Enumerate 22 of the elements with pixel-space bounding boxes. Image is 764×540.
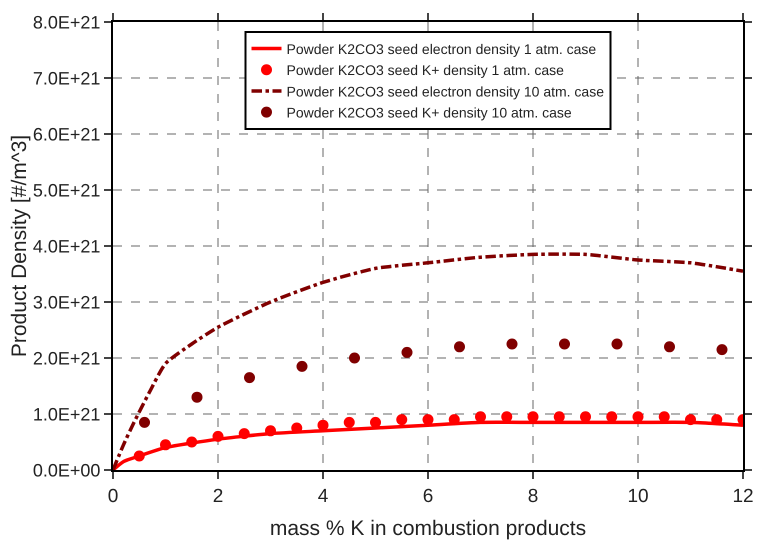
y-tick-label: 0.0E+00: [32, 460, 100, 480]
x-axis-title: mass % K in combustion products: [270, 517, 586, 540]
y-tick-label: 7.0E+21: [32, 68, 100, 88]
y-tick-label: 8.0E+21: [32, 12, 100, 32]
x-tick-label: 6: [422, 486, 434, 507]
x-tick-label: 2: [212, 486, 224, 507]
x-tick-label: 4: [318, 486, 329, 507]
y-axis-title: Product Density [#/m^3]: [8, 134, 31, 358]
legend-label: Powder K2CO3 seed K+ density 10 atm. case: [286, 104, 572, 121]
y-tick-label: 6.0E+21: [32, 124, 100, 144]
y-tick-label: 1.0E+21: [32, 404, 100, 424]
legend-label: Powder K2CO3 seed electron density 10 atm. case: [286, 83, 604, 100]
y-tick-label: 4.0E+21: [32, 236, 100, 256]
x-tick-label: 0: [108, 486, 118, 507]
legend-label: Powder K2CO3 seed electron density 1 atm. case: [286, 41, 596, 58]
x-tick-label: 12: [732, 486, 754, 507]
legend-label: Powder K2CO3 seed K+ density 1 atm. case: [286, 62, 564, 78]
x-tick-label: 8: [528, 486, 538, 507]
y-tick-label: 3.0E+21: [32, 292, 100, 312]
y-tick-label: 2.0E+21: [32, 348, 100, 368]
x-tick-label: 10: [627, 486, 649, 507]
y-tick-label: 5.0E+21: [32, 180, 100, 200]
